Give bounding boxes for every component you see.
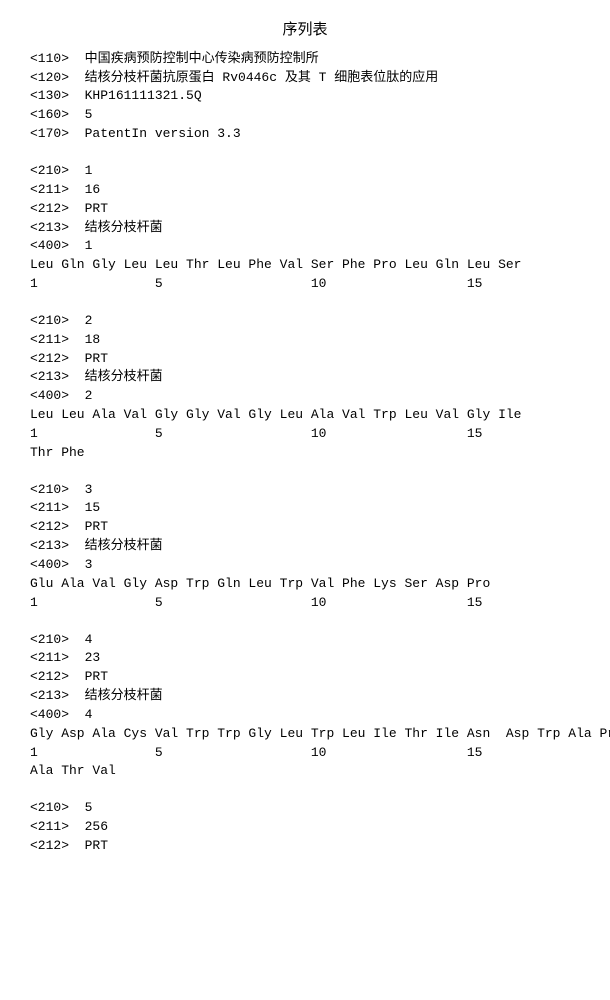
header-130: <130> KHP161111321.5Q xyxy=(30,87,580,106)
spacer xyxy=(30,463,580,481)
seq3-211: <211> 15 xyxy=(30,499,580,518)
spacer xyxy=(30,144,580,162)
header-120: <120> 结核分枝杆菌抗原蛋白 Rv0446c 及其 T 细胞表位肽的应用 xyxy=(30,69,580,88)
seq2-210: <210> 2 xyxy=(30,312,580,331)
header-170: <170> PatentIn version 3.3 xyxy=(30,125,580,144)
seq4-213: <213> 结核分枝杆菌 xyxy=(30,687,580,706)
seq1-aa: Leu Gln Gly Leu Leu Thr Leu Phe Val Ser … xyxy=(30,256,580,275)
seq4-aa: Gly Asp Ala Cys Val Trp Trp Gly Leu Trp … xyxy=(30,725,580,744)
seq1-400: <400> 1 xyxy=(30,237,580,256)
seq3-400: <400> 3 xyxy=(30,556,580,575)
seq3-num: 1 5 10 15 xyxy=(30,594,580,613)
seq1-213: <213> 结核分枝杆菌 xyxy=(30,219,580,238)
seq4-num: 1 5 10 15 20 xyxy=(30,744,580,763)
seq2-aa2: Thr Phe xyxy=(30,444,580,463)
seq1-num: 1 5 10 15 xyxy=(30,275,580,294)
seq3-aa: Glu Ala Val Gly Asp Trp Gln Leu Trp Val … xyxy=(30,575,580,594)
seq1-212: <212> PRT xyxy=(30,200,580,219)
seq2-211: <211> 18 xyxy=(30,331,580,350)
seq2-num: 1 5 10 15 xyxy=(30,425,580,444)
seq4-400: <400> 4 xyxy=(30,706,580,725)
seq4-aa2: Ala Thr Val xyxy=(30,762,580,781)
seq5-210: <210> 5 xyxy=(30,799,580,818)
header-160: <160> 5 xyxy=(30,106,580,125)
seq2-213: <213> 结核分枝杆菌 xyxy=(30,368,580,387)
seq5-211: <211> 256 xyxy=(30,818,580,837)
seq4-212: <212> PRT xyxy=(30,668,580,687)
seq4-210: <210> 4 xyxy=(30,631,580,650)
spacer xyxy=(30,781,580,799)
seq1-211: <211> 16 xyxy=(30,181,580,200)
spacer xyxy=(30,613,580,631)
page-title: 序列表 xyxy=(30,20,580,42)
seq3-213: <213> 结核分枝杆菌 xyxy=(30,537,580,556)
seq5-212: <212> PRT xyxy=(30,837,580,856)
header-110: <110> 中国疾病预防控制中心传染病预防控制所 xyxy=(30,50,580,69)
seq3-212: <212> PRT xyxy=(30,518,580,537)
seq1-210: <210> 1 xyxy=(30,162,580,181)
seq2-212: <212> PRT xyxy=(30,350,580,369)
seq2-aa: Leu Leu Ala Val Gly Gly Val Gly Leu Ala … xyxy=(30,406,580,425)
seq3-210: <210> 3 xyxy=(30,481,580,500)
seq2-400: <400> 2 xyxy=(30,387,580,406)
seq4-211: <211> 23 xyxy=(30,649,580,668)
spacer xyxy=(30,294,580,312)
